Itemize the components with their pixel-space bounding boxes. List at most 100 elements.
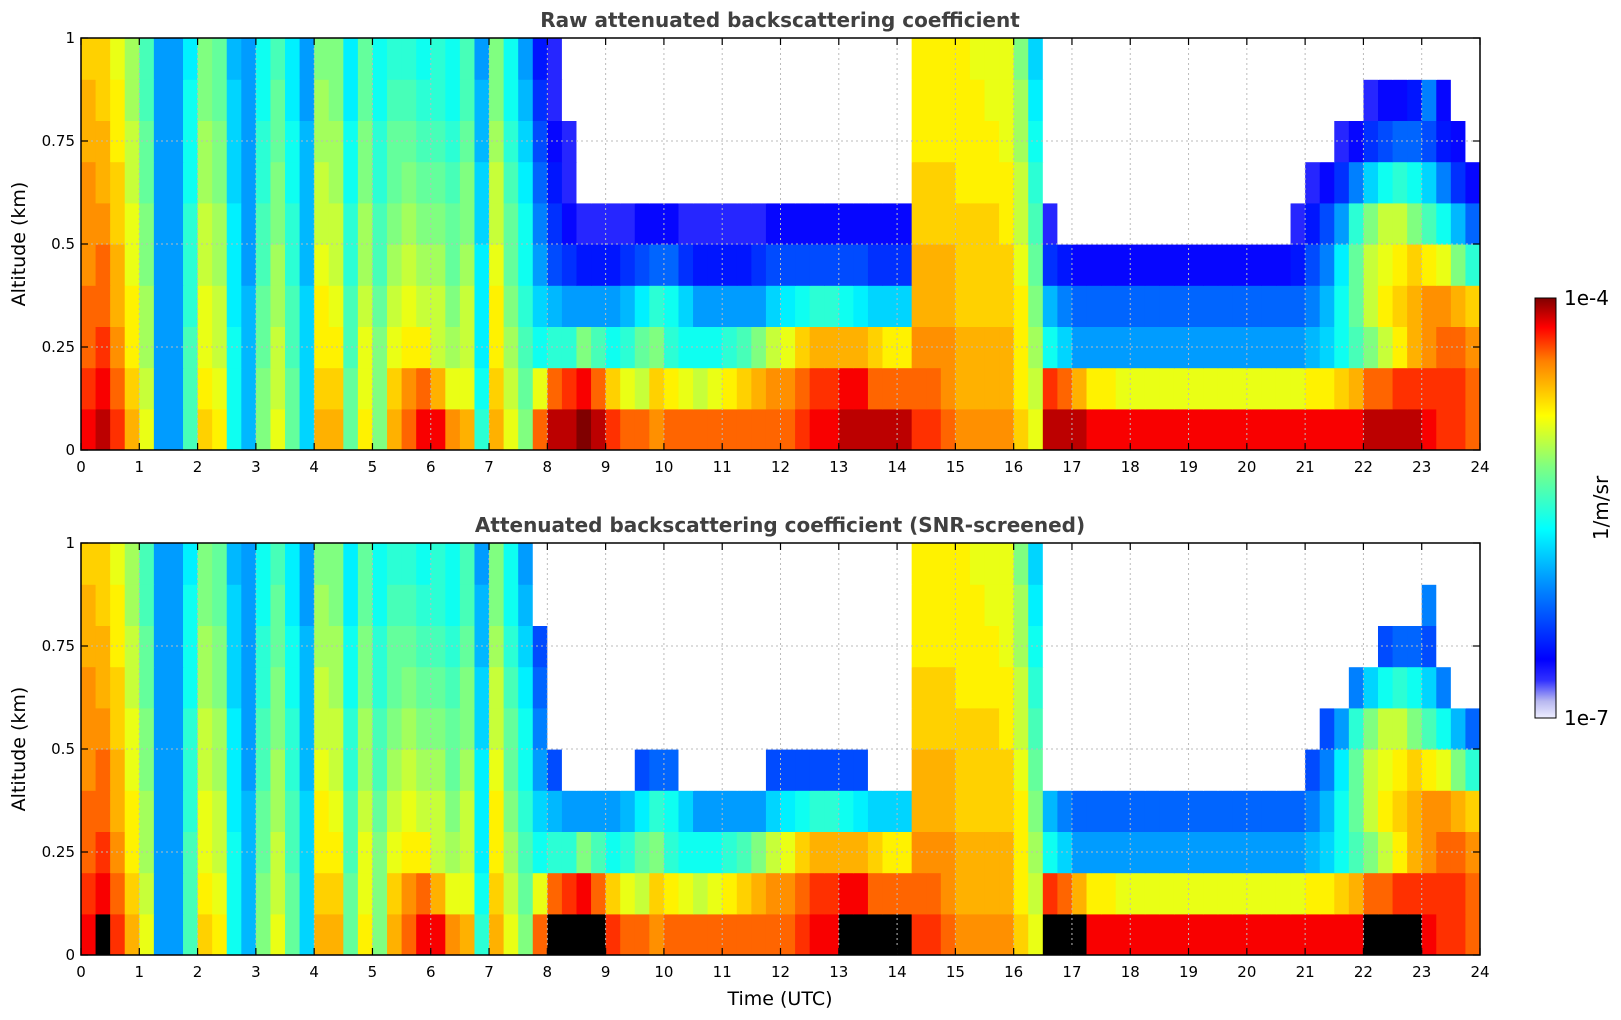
heatmap-cell <box>1436 625 1452 668</box>
heatmap-cell <box>1115 543 1131 585</box>
heatmap-cell <box>81 326 97 369</box>
heatmap-cell <box>183 584 199 626</box>
heatmap-cell <box>1071 625 1088 668</box>
heatmap-cell <box>241 543 257 585</box>
heatmap-cell <box>1392 831 1408 874</box>
x-tick-label: 14 <box>888 458 907 476</box>
heatmap-cell <box>780 543 796 585</box>
heatmap-cell <box>357 367 374 410</box>
heatmap-cell <box>693 244 709 286</box>
heatmap-cell <box>824 202 840 245</box>
heatmap-cell <box>853 749 869 791</box>
heatmap-cell <box>1057 790 1073 832</box>
heatmap-cell <box>1173 666 1190 709</box>
heatmap-cell <box>1057 913 1073 955</box>
x-tick-label: 13 <box>829 458 848 476</box>
heatmap-cell <box>1101 285 1117 327</box>
heatmap-cell <box>430 584 446 626</box>
heatmap-cell <box>474 790 490 832</box>
heatmap-cell <box>955 707 971 750</box>
heatmap-cell <box>926 367 942 410</box>
heatmap-cell <box>270 625 286 668</box>
heatmap-cell <box>183 367 199 410</box>
heatmap-cell <box>1348 790 1365 832</box>
heatmap-cell <box>867 38 884 80</box>
heatmap-cell <box>328 244 344 286</box>
heatmap-cell <box>255 285 272 327</box>
heatmap-cell <box>372 38 388 80</box>
heatmap-cell <box>503 367 519 410</box>
heatmap-cell <box>1407 625 1423 668</box>
heatmap-cell <box>212 120 228 163</box>
heatmap-cell <box>459 367 476 410</box>
heatmap-cell <box>722 913 738 955</box>
heatmap-cell <box>1115 707 1131 750</box>
heatmap-cell <box>765 707 782 750</box>
heatmap-cell <box>168 79 184 121</box>
heatmap-cell <box>1407 367 1423 410</box>
heatmap-cell <box>532 543 548 585</box>
heatmap-cell <box>693 749 709 791</box>
heatmap-cell <box>489 749 505 791</box>
heatmap-cell <box>532 872 548 915</box>
heatmap-cell <box>1421 120 1437 163</box>
heatmap-cell <box>81 408 97 450</box>
heatmap-cell <box>605 120 621 163</box>
heatmap-cell <box>736 584 752 626</box>
heatmap-cell <box>969 79 986 121</box>
heatmap-cell <box>634 790 650 832</box>
heatmap-cell <box>1275 120 1292 163</box>
heatmap-cell <box>241 625 257 668</box>
heatmap-cell <box>1246 584 1262 626</box>
heatmap-cell <box>969 707 986 750</box>
heatmap-cell <box>853 161 869 204</box>
heatmap-cell <box>824 161 840 204</box>
heatmap-cell <box>1057 666 1073 709</box>
heatmap-cell <box>95 584 111 626</box>
heatmap-cell <box>1042 285 1058 327</box>
heatmap-cell <box>1159 285 1175 327</box>
heatmap-cell <box>751 666 767 709</box>
heatmap-cell <box>285 584 301 626</box>
heatmap-cell <box>911 367 927 410</box>
heatmap-cell <box>736 707 752 750</box>
heatmap-cell <box>780 790 796 832</box>
heatmap-cell <box>605 666 621 709</box>
heatmap-cell <box>226 913 242 955</box>
heatmap-cell <box>838 584 854 626</box>
heatmap-cell <box>1159 543 1175 585</box>
heatmap-cell <box>532 408 548 450</box>
heatmap-cell <box>1217 38 1233 80</box>
heatmap-cell <box>751 161 767 204</box>
heatmap-cell <box>1363 872 1379 915</box>
heatmap-cell <box>1275 707 1292 750</box>
heatmap-cell <box>1159 707 1175 750</box>
heatmap-cell <box>649 584 665 626</box>
heatmap-cell <box>926 666 942 709</box>
heatmap-cell <box>955 666 971 709</box>
heatmap-cell <box>1348 666 1365 709</box>
heatmap-cell <box>1042 38 1058 80</box>
heatmap-cell <box>1363 161 1379 204</box>
heatmap-cell <box>649 79 665 121</box>
heatmap-cell <box>707 38 723 80</box>
heatmap-cell <box>897 285 913 327</box>
heatmap-cell <box>1392 161 1408 204</box>
heatmap-cell <box>1334 244 1350 286</box>
heatmap-cell <box>693 38 709 80</box>
heatmap-cell <box>212 666 228 709</box>
heatmap-cell <box>984 790 1000 832</box>
heatmap-cell <box>285 79 301 121</box>
heatmap-cell <box>1421 666 1437 709</box>
heatmap-cell <box>1407 285 1423 327</box>
heatmap-cell <box>1421 584 1437 626</box>
heatmap-cell <box>255 790 272 832</box>
heatmap-cell <box>736 202 752 245</box>
heatmap-cell <box>1436 367 1452 410</box>
heatmap-cell <box>1363 79 1379 121</box>
panel-raw-x-ticks: 0 1 2 3 4 5 6 7 8 9 10 11 12 13 14 15 16 17 18 19 20 21 22 23 24 <box>76 38 1490 476</box>
heatmap-cell <box>518 872 534 915</box>
heatmap-cell <box>1071 749 1088 791</box>
heatmap-cell <box>634 872 650 915</box>
heatmap-cell <box>867 202 884 245</box>
